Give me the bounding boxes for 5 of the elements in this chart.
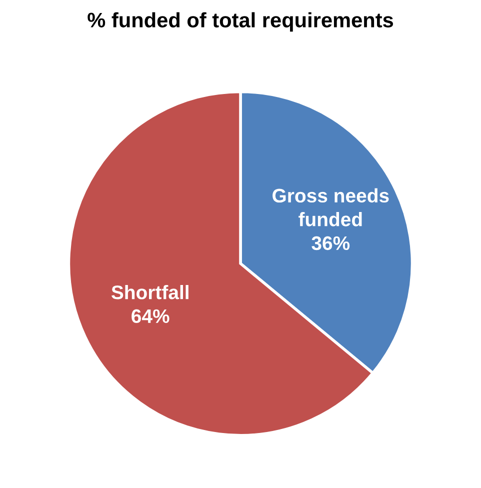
slice-label: Shortfall <box>111 284 188 300</box>
data-label: 64% <box>132 309 170 324</box>
data-label: 36% <box>312 236 350 250</box>
chart-title: % funded of total requirements <box>88 12 394 32</box>
slice-label: Gross needs funded <box>272 188 389 226</box>
